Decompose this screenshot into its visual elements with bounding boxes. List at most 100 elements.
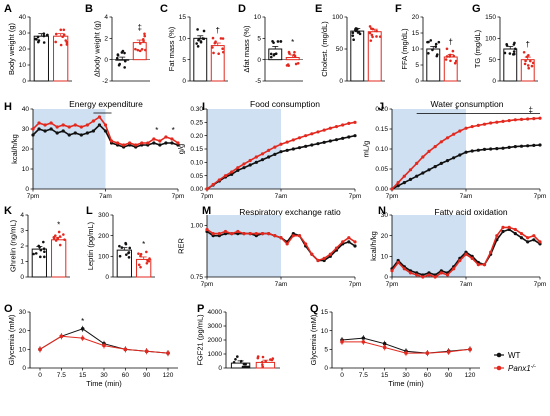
series-point-wt [31,133,35,137]
data-point [526,64,530,67]
data-point [57,230,61,234]
y-tick-label: 1000 [208,351,223,358]
data-point [368,31,372,35]
data-point [62,233,65,236]
y-tick-label: 40 [19,14,27,21]
series-point-ko [217,232,221,236]
y-tick-label: 0.15 [190,146,203,153]
y-tick-label: 40 [22,106,30,113]
data-point [256,355,260,358]
y-axis-label: FGF21 (pg/mL) [196,314,205,366]
series-point-ko [439,271,443,275]
data-point [355,27,359,31]
series-point-wt [532,238,536,242]
series-point-wt [170,141,174,145]
series-point-ko [316,258,320,263]
x-tick-label: 7pm [201,193,214,200]
series-point-wt [304,144,308,148]
series-point-ko [328,252,332,256]
data-point [54,40,57,44]
data-point [431,48,434,52]
data-point [371,27,375,31]
data-point [140,47,144,51]
series-point-wt [396,184,400,188]
data-point [531,61,535,65]
series-point-wt [55,131,59,135]
data-point [196,28,199,31]
series-point-ko [390,269,394,273]
y-tick-label: 150 [485,14,496,21]
data-point [448,55,451,58]
series-point-ko [49,121,53,125]
y-tick-label: 1 [20,259,24,266]
panel-letter-m: M [202,205,211,217]
series-point-ko [310,252,314,256]
significance-mark: * [455,106,458,115]
series-point-wt [519,144,524,148]
y-tick-label: 20 [22,146,30,153]
series-point-ko [128,141,132,145]
data-point [59,28,63,32]
data-point [445,55,449,58]
data-point [58,243,62,247]
series-point-ko [396,181,400,185]
data-point [121,49,125,53]
y-tick-label: 2000 [208,337,223,344]
data-point [36,35,40,39]
series-point-wt [297,146,302,150]
series-point-wt [328,139,332,143]
series-point-ko [415,273,419,277]
x-tick-label: 7.5 [359,372,368,379]
significance-mark: * [142,240,145,249]
legend-wt-label: WT [508,351,521,360]
data-point [437,40,441,44]
series-point-wt [242,166,246,170]
y-tick-label: 0.25 [190,120,203,127]
series-point-ko [273,145,277,149]
data-point [128,246,132,250]
data-point [118,244,121,248]
y-axis-label: kcal/h/kg [10,134,19,164]
y-axis-label: RER [177,238,186,254]
series-point-ko [223,229,228,234]
series-point-wt [470,149,474,153]
data-point [354,28,357,32]
x-tick-label: 7pm [172,193,185,200]
series-point-ko [236,166,240,170]
data-point [522,50,526,54]
y-tick-label: 4000 [208,309,223,316]
series-point-ko [519,117,524,121]
data-point [141,38,145,41]
data-point [118,254,122,258]
series-point-ko [439,140,443,144]
y-tick-label: 20 [412,14,420,21]
y-axis-label: Cholest. (mg/dL) [320,21,329,77]
bar-ko [51,239,67,278]
data-point [117,63,121,67]
data-point [39,248,43,252]
y-tick-label: 0 [22,365,26,372]
series-point-ko [223,174,228,178]
legend: WT Panx1-/- [494,351,536,373]
data-point [236,355,239,358]
series-point-wt [464,150,468,154]
data-point [134,47,137,51]
series-point-ko [458,258,462,263]
series-point-ko [470,256,474,260]
x-tick-label: 15 [79,372,87,379]
x-tick-label: 7pm [534,193,547,200]
data-point [127,256,131,259]
series-point-wt [482,147,487,151]
y-axis-label: Δbody weight (g) [92,20,101,77]
y-tick-label: 0.20 [190,133,203,140]
series-point-wt [267,155,271,159]
data-point [197,37,201,41]
data-point [434,42,438,46]
bar-ko [367,31,382,82]
series-point-ko [267,232,271,236]
data-point [34,252,38,255]
data-point [139,252,143,256]
